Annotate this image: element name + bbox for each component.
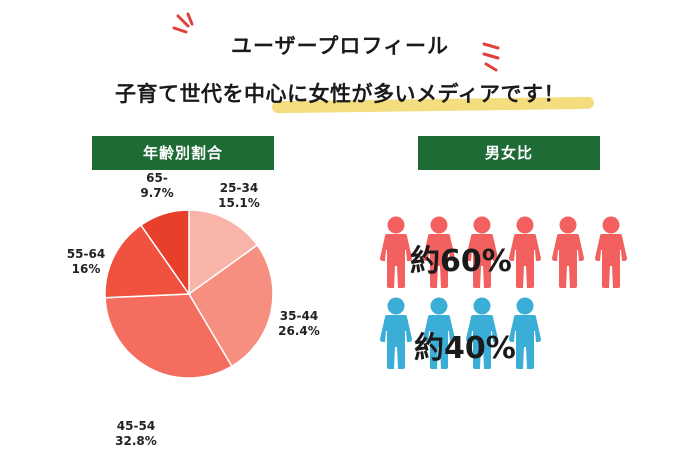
male-person-icon bbox=[376, 297, 416, 373]
page-subtitle: 子育て世代を中心に女性が多いメディアです！ bbox=[114, 82, 566, 106]
male-ratio-text: 約40% bbox=[414, 331, 516, 366]
pie-label-value: 26.4% bbox=[278, 324, 320, 338]
pie-label-value: 32.8% bbox=[115, 434, 157, 448]
pie-slice-65 bbox=[139, 209, 190, 297]
pie-label-value: 9.7% bbox=[140, 186, 174, 200]
age-pie-chart bbox=[104, 209, 274, 379]
pie-label-3544: 35-44 26.4% bbox=[269, 309, 329, 339]
pie-label-65: 65- 9.7% bbox=[127, 171, 187, 201]
male-person-icon bbox=[505, 297, 545, 373]
pie-label-2534: 25-34 15.1% bbox=[209, 181, 269, 211]
pie-label-category: 55-64 bbox=[66, 247, 106, 261]
pie-label-value: 15.1% bbox=[218, 196, 260, 210]
female-person-icon bbox=[419, 216, 459, 292]
female-person-icon bbox=[591, 216, 631, 292]
female-person-icon bbox=[548, 216, 588, 292]
pie-slice-2534 bbox=[188, 209, 259, 296]
pie-label-category: 35-44 bbox=[279, 309, 319, 323]
pie-label-value: 16% bbox=[71, 262, 101, 276]
title-spark-right-icon bbox=[482, 42, 500, 72]
pie-label-category: 25-34 bbox=[219, 181, 259, 195]
pie-label-category: 65- bbox=[146, 171, 168, 185]
page-title: ユーザープロフィール bbox=[231, 34, 449, 58]
female-ratio-text: 約60% bbox=[410, 244, 512, 279]
pie-label-category: 45-54 bbox=[116, 419, 156, 433]
pie-slice-3544 bbox=[188, 244, 274, 368]
male-person-icon bbox=[462, 297, 502, 373]
pie-label-4554: 45-54 32.8% bbox=[106, 419, 166, 449]
female-person-icon bbox=[376, 216, 416, 292]
male-person-icon bbox=[419, 297, 459, 373]
female-person-icon bbox=[505, 216, 545, 292]
female-person-icon bbox=[462, 216, 502, 292]
pie-label-5564: 55-64 16% bbox=[56, 247, 116, 277]
pie-slice-5564 bbox=[104, 224, 191, 299]
age-section-label: 年齢別割合 bbox=[92, 136, 274, 170]
title-spark-left-icon bbox=[172, 12, 194, 34]
gender-section-label: 男女比 bbox=[418, 136, 600, 170]
pie-slice-4554 bbox=[104, 293, 233, 379]
